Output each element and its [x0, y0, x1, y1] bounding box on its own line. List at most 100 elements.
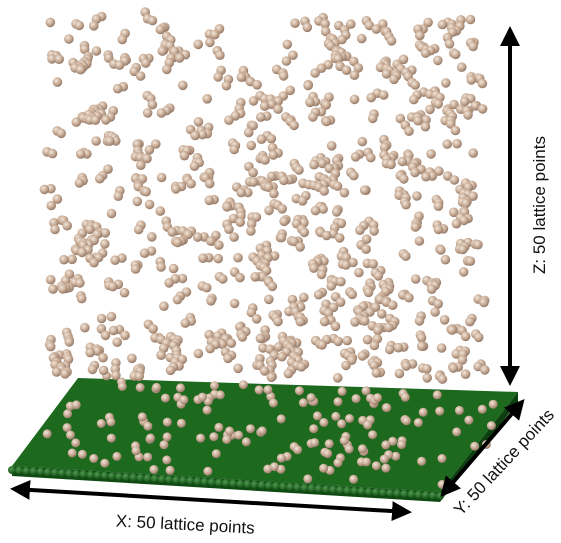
adatom — [464, 416, 473, 425]
substrate-bead — [151, 475, 159, 483]
atom — [320, 317, 330, 327]
atom — [194, 117, 204, 127]
substrate-bead — [229, 479, 237, 487]
substrate-bead — [215, 479, 223, 487]
atom — [430, 307, 440, 317]
atom — [395, 369, 405, 379]
atom — [369, 226, 379, 236]
atom — [136, 160, 146, 170]
atom — [480, 365, 490, 375]
adatom — [107, 434, 116, 443]
atom — [91, 136, 101, 146]
substrate-bead — [258, 481, 266, 489]
adatom — [307, 393, 316, 402]
atom — [202, 94, 212, 104]
adatom — [163, 418, 172, 427]
adatom — [380, 455, 389, 464]
atom — [269, 189, 279, 199]
adatom — [177, 419, 186, 428]
adatom — [325, 439, 334, 448]
adatom — [419, 408, 428, 417]
atom — [319, 186, 329, 196]
atom — [314, 290, 324, 300]
adatom — [455, 406, 464, 415]
adatom — [216, 390, 225, 399]
atom — [360, 185, 370, 195]
atom — [108, 282, 118, 292]
adatom — [71, 438, 80, 447]
atom — [141, 187, 151, 197]
atom — [227, 338, 237, 348]
atom — [415, 31, 425, 41]
atom — [218, 274, 228, 284]
atom — [300, 228, 310, 238]
atom — [247, 141, 257, 151]
adatom — [146, 434, 155, 443]
substrate-bead — [393, 489, 401, 497]
atom — [433, 99, 443, 109]
atom — [355, 225, 365, 235]
atom — [95, 174, 105, 184]
atom — [148, 100, 158, 110]
adatom — [337, 419, 346, 428]
atom — [326, 281, 336, 291]
adatom — [381, 440, 390, 449]
substrate-bead — [65, 470, 73, 478]
substrate-bead — [94, 471, 102, 479]
adatom — [303, 474, 312, 483]
atom — [249, 177, 259, 187]
adatom — [72, 400, 81, 409]
atom — [377, 309, 387, 319]
adatom — [136, 383, 145, 392]
atom — [143, 108, 153, 118]
atom — [277, 233, 287, 243]
atom — [109, 326, 119, 336]
atom — [236, 188, 246, 198]
atom — [205, 179, 215, 189]
atom — [335, 233, 345, 243]
atom — [303, 23, 313, 33]
substrate-bead — [115, 473, 123, 481]
adatom — [363, 421, 372, 430]
atom — [120, 331, 130, 341]
atom — [256, 334, 266, 344]
atom — [421, 172, 431, 182]
atom — [427, 284, 437, 294]
atom — [46, 201, 56, 211]
atom — [186, 179, 196, 189]
adatom — [487, 421, 496, 430]
substrate-bead — [236, 480, 244, 488]
adatom — [258, 426, 267, 435]
atom — [169, 264, 179, 274]
substrate-bead — [358, 487, 366, 495]
substrate-bead — [315, 485, 323, 493]
atom — [389, 75, 399, 85]
substrate-bead — [158, 475, 166, 483]
atom — [422, 373, 432, 383]
atom — [426, 149, 436, 159]
atom — [295, 242, 305, 252]
atom — [202, 283, 212, 293]
adatom — [138, 412, 147, 421]
atom — [342, 65, 352, 75]
atom — [297, 362, 307, 372]
atom — [374, 271, 384, 281]
adatom — [210, 381, 219, 390]
substrate-bead — [279, 483, 287, 491]
atom — [92, 46, 102, 56]
atom — [458, 245, 468, 255]
atom — [358, 137, 368, 147]
atom — [46, 275, 56, 285]
adatom — [438, 454, 447, 463]
substrate-bead — [194, 477, 202, 485]
adatom — [414, 418, 423, 427]
atom — [140, 248, 150, 258]
adatom — [295, 386, 304, 395]
atom — [260, 101, 270, 111]
atom — [410, 168, 420, 178]
adatom — [313, 411, 322, 420]
substrate-bead — [336, 486, 344, 494]
substrate-bead — [322, 485, 330, 493]
atom — [351, 152, 361, 162]
atom — [53, 77, 63, 87]
